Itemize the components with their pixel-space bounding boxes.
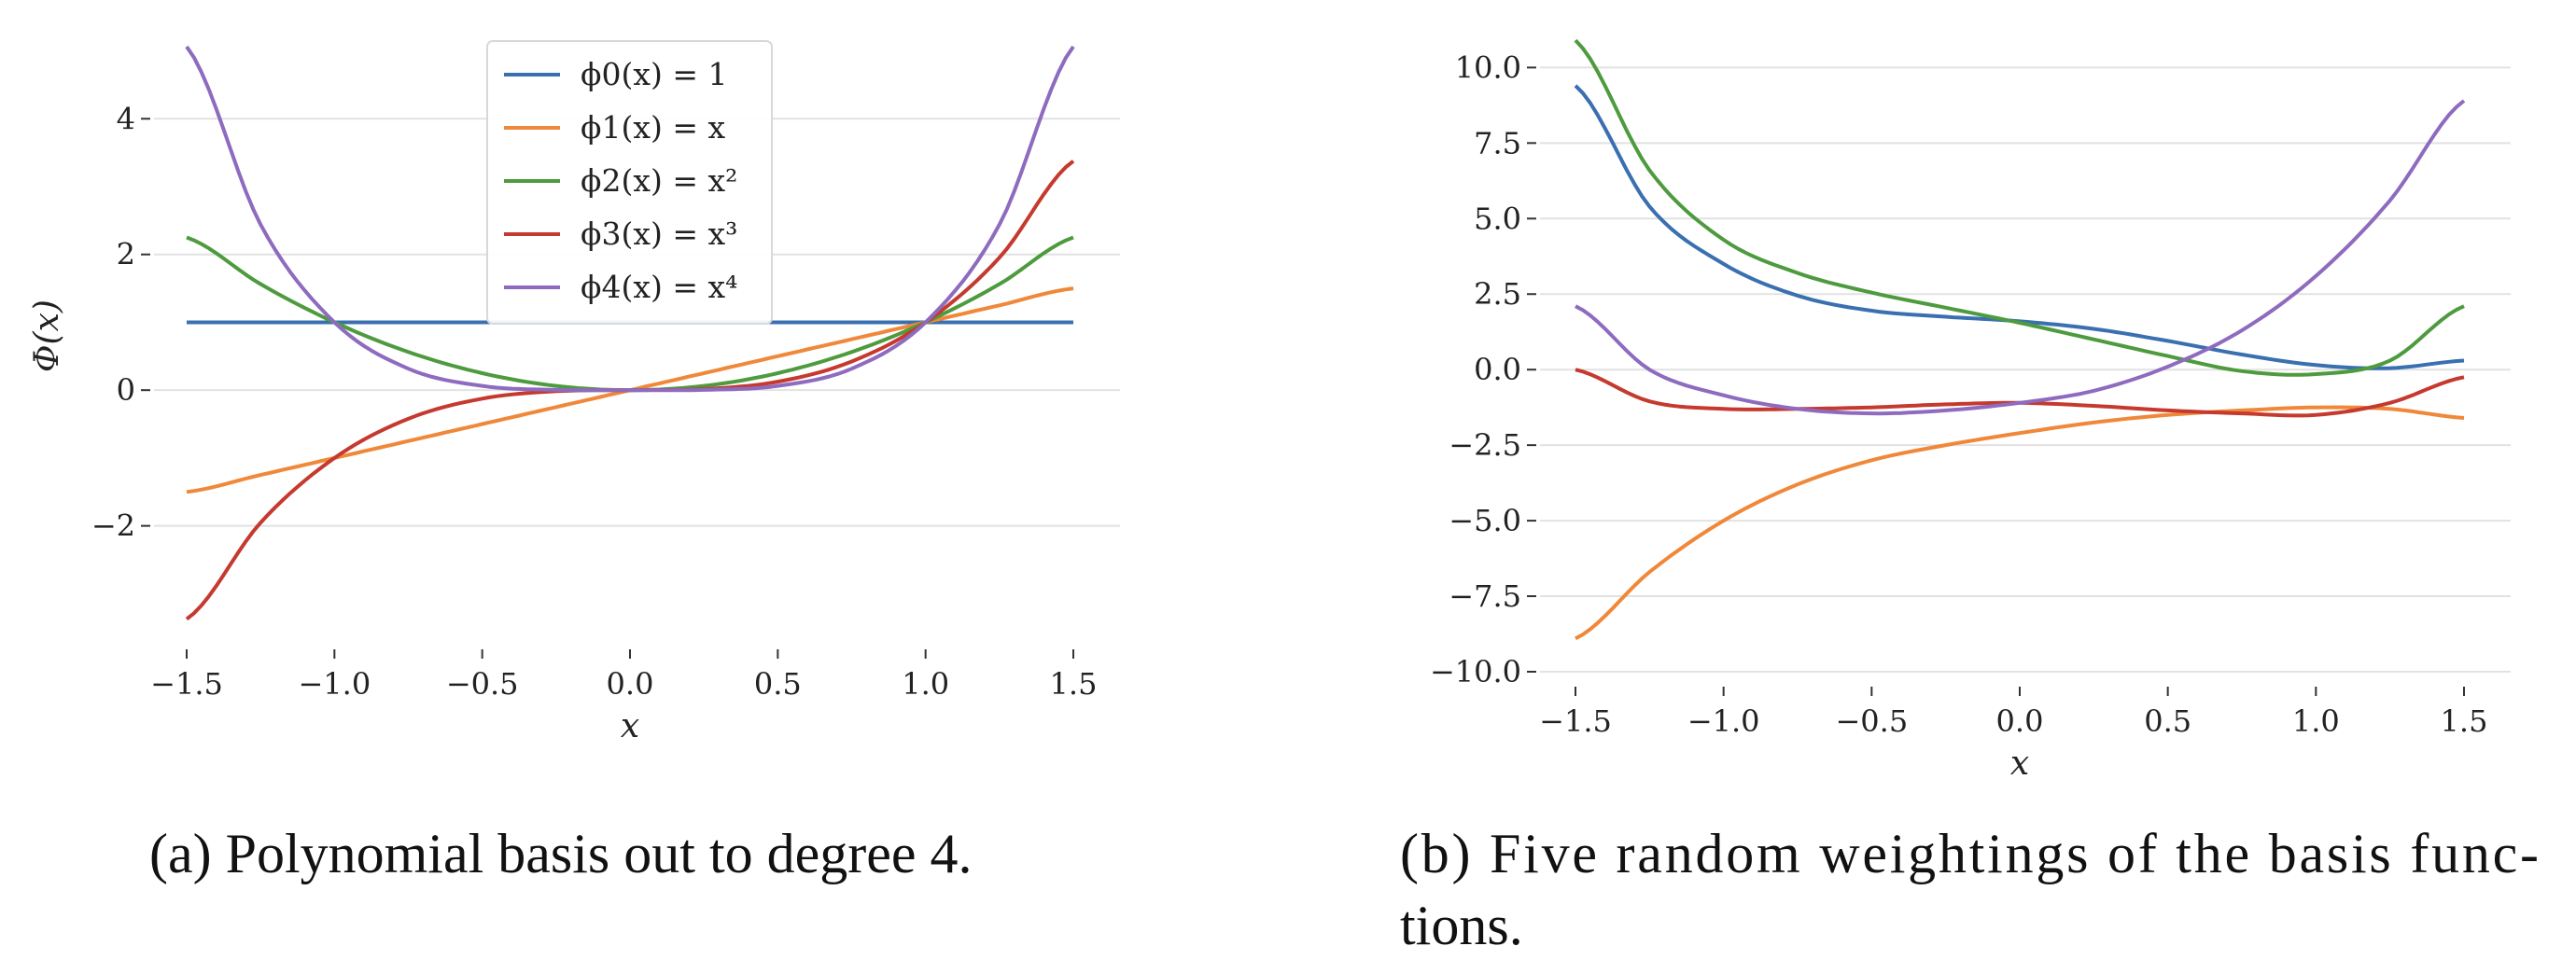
y-tick-label: 0.0 [1474,352,1521,387]
caption-a: (a) Polynomial basis out to degree 4. [149,823,972,884]
caption-b-line2: tions. [1400,895,1523,956]
chart-a: −2 0 2 4 −1.5 −1.0 −0.5 0.0 0.5 1.0 1.5 x Φ(x) ϕ0(x) … [28,40,1120,745]
caption-b-line1: (b) Five random weightings of the basis … [1400,823,2539,884]
y-tick-label: −5.0 [1449,503,1521,538]
y-tick-label: 4 [117,101,135,136]
x-tick-label: −1.0 [1687,703,1760,739]
series-line-a-4 [185,45,1075,393]
x-axis-label: x [2010,744,2029,783]
y-tick-label: 0 [117,372,135,408]
x-tick-label: −0.5 [446,666,519,702]
y-tick-label: 7.5 [1474,125,1521,160]
y-tick-label: −10.0 [1430,654,1521,689]
x-tick-label: −1.5 [1539,703,1612,739]
y-tick-label: −7.5 [1449,578,1521,614]
x-tick-label: 1.0 [902,666,949,702]
legend-label: ϕ1(x) = x [581,109,725,146]
legend-label: ϕ2(x) = x² [581,162,737,199]
x-tick-label: 1.5 [1050,666,1098,702]
legend-box [486,40,773,325]
x-tick-label: 0.0 [607,666,654,702]
x-axis-label: x [621,707,639,745]
x-tick-label: −0.5 [1835,703,1908,739]
series-line-b-2 [1574,38,2465,377]
y-tick-label: 2 [117,237,135,272]
y-tick-label: −2 [91,508,135,544]
x-tick-label: 1.5 [2441,703,2488,739]
x-tick-label: 0.0 [1996,703,2044,739]
x-tick-label: 0.5 [2144,703,2191,739]
chart-b: −10.0 −7.5 −5.0 −2.5 0.0 2.5 5.0 7.5 10.0 −1.5 −1.… [1430,38,2511,783]
x-tick-label: −1.5 [150,666,223,702]
x-tick-label: 0.5 [754,666,802,702]
x-tick-label: 1.0 [2292,703,2340,739]
legend-label: ϕ4(x) = x⁴ [581,269,737,305]
y-tick-label: 10.0 [1455,49,1521,85]
y-tick-label: 2.5 [1474,276,1521,312]
y-tick-label: −2.5 [1449,427,1521,463]
legend-label: ϕ0(x) = 1 [581,56,727,92]
series-line-b-1 [1575,405,2465,641]
legend-label: ϕ3(x) = x³ [581,216,737,252]
series-line-b-4 [1575,99,2466,416]
x-tick-label: −1.0 [298,666,371,702]
y-axis-label: Φ(x) [28,299,66,372]
y-tick-label: 5.0 [1474,201,1521,236]
